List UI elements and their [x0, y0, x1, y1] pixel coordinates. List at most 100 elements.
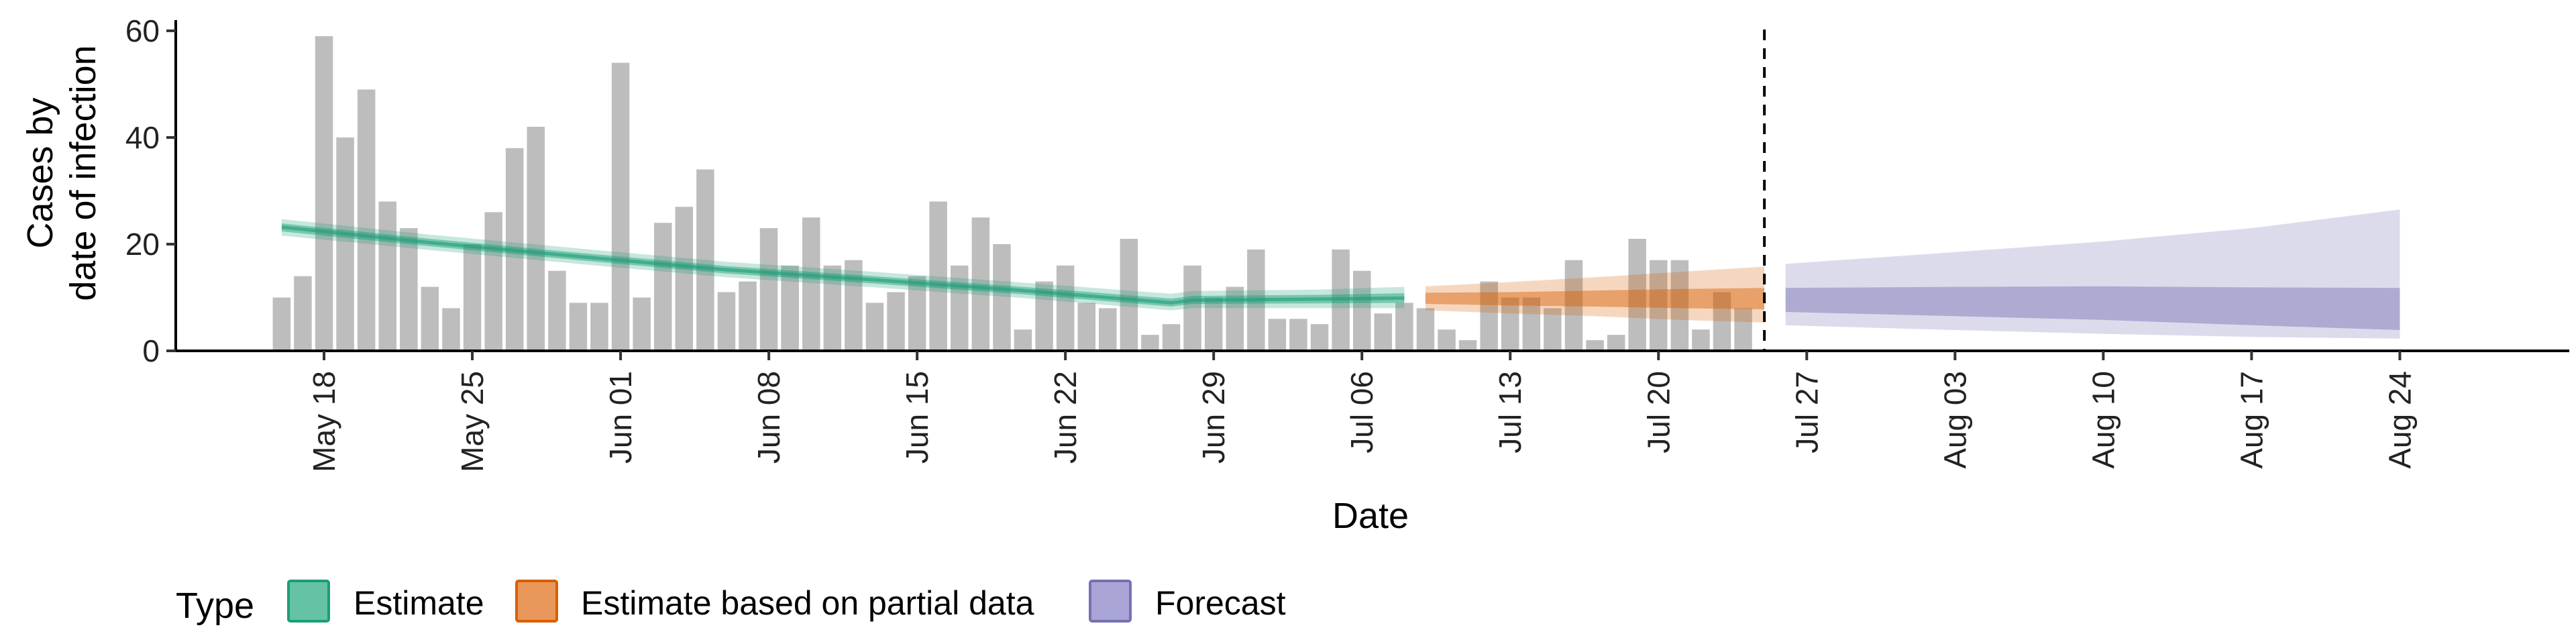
case-bar	[845, 260, 863, 351]
x-tick-label: Jun 22	[1048, 371, 1083, 464]
case-bar	[1395, 303, 1413, 351]
case-bar	[929, 201, 947, 351]
case-bar	[781, 265, 799, 351]
case-bar	[802, 217, 820, 351]
case-bar	[484, 212, 502, 351]
case-bar	[1670, 260, 1689, 351]
case-bar	[569, 303, 588, 351]
case-bar	[675, 207, 693, 351]
axes	[174, 20, 2569, 352]
case-bar	[1268, 319, 1287, 351]
x-tick-label: Jun 15	[900, 371, 934, 464]
x-tick-label: May 18	[307, 371, 341, 472]
case-bar	[654, 223, 672, 351]
case-bar	[1204, 297, 1223, 351]
case-bar	[378, 201, 396, 351]
case-bar	[400, 228, 418, 351]
case-bar	[1564, 260, 1583, 351]
y-tick-label: 60	[125, 13, 160, 48]
case-bar	[590, 303, 608, 351]
case-bar	[696, 169, 714, 351]
legend-key-estimate	[287, 580, 330, 623]
case-bar	[633, 297, 651, 351]
case-bars	[272, 36, 1752, 352]
estimate-ribbons	[281, 209, 2400, 339]
case-bar	[1713, 292, 1731, 351]
x-tick-label: May 25	[455, 371, 490, 472]
case-bar	[717, 292, 736, 351]
legend: Type Estimate Estimate based on partial …	[176, 580, 1286, 626]
x-tick-label: Jun 08	[751, 371, 786, 464]
case-bar	[1586, 340, 1604, 351]
case-bar	[1056, 265, 1075, 351]
case-bar	[1353, 270, 1371, 351]
case-bar	[1289, 319, 1307, 351]
case-bar	[865, 303, 884, 351]
x-tick-label: Jul 13	[1493, 371, 1527, 453]
case-bar	[1162, 324, 1181, 351]
x-tick-label: Jul 20	[1641, 371, 1676, 453]
legend-key-partial	[515, 580, 558, 623]
case-bar	[272, 297, 291, 351]
x-tick-label: Jun 01	[603, 371, 638, 464]
case-bar	[1734, 308, 1752, 351]
case-bar	[887, 292, 905, 351]
case-bar	[759, 228, 778, 351]
case-bar	[1374, 313, 1392, 351]
x-axis-ticks: May 18 May 25 Jun 01 Jun 08 Jun 15 Jun 22 Jun …	[307, 351, 2417, 472]
case-bar	[1310, 324, 1329, 351]
y-tick-label: 40	[125, 120, 160, 155]
case-bar	[421, 286, 439, 351]
forecast-band-50	[1785, 286, 2400, 330]
case-bar	[1099, 308, 1117, 351]
case-bar	[823, 265, 842, 351]
case-bar	[527, 127, 545, 351]
x-tick-label: Jul 27	[1789, 371, 1824, 453]
forecast-band-90	[1785, 209, 2400, 339]
case-bar	[1544, 308, 1562, 351]
case-bar	[1458, 340, 1477, 351]
case-bar	[1014, 329, 1032, 351]
case-bar	[971, 217, 990, 351]
x-tick-label: Aug 03	[1937, 371, 1972, 469]
y-axis-title-line-1: Cases by	[20, 97, 60, 248]
case-bar	[294, 276, 312, 351]
x-tick-label: Aug 24	[2382, 371, 2417, 469]
case-bar	[1183, 265, 1201, 351]
case-bar	[1607, 335, 1625, 351]
estimate-based-on-partial-data-band-50	[1425, 288, 1765, 309]
case-bar	[1692, 329, 1710, 351]
legend-item-estimate: Estimate	[287, 580, 484, 623]
case-bar	[442, 308, 460, 351]
x-tick-label: Aug 17	[2234, 371, 2269, 469]
y-tick-label: 0	[142, 333, 160, 368]
legend-key-forecast	[1089, 580, 1132, 623]
case-bar	[1522, 297, 1541, 351]
estimate-based-on-partial-data-band-90	[1425, 266, 1765, 323]
case-bar	[1120, 239, 1138, 351]
case-bar	[336, 137, 354, 351]
legend-label-forecast: Forecast	[1155, 584, 1286, 622]
case-bar	[951, 265, 969, 351]
case-bar	[1650, 260, 1668, 351]
y-axis-title: Cases by date of infection	[20, 45, 103, 301]
legend-title: Type	[176, 586, 254, 626]
legend-label-estimate: Estimate	[354, 584, 484, 622]
case-bar	[1077, 303, 1095, 351]
case-bar	[1438, 329, 1456, 351]
x-axis-title: Date	[1332, 496, 1409, 536]
case-bar	[1141, 335, 1159, 351]
case-bar	[1416, 308, 1435, 351]
x-tick-label: Jul 06	[1344, 371, 1379, 453]
case-bar	[1501, 297, 1519, 351]
case-bar	[357, 89, 376, 351]
legend-item-forecast: Forecast	[1089, 580, 1286, 623]
case-bar	[739, 281, 757, 351]
case-bar	[1480, 281, 1498, 351]
case-bar	[908, 276, 926, 351]
estimate-median-line	[281, 225, 1405, 305]
y-tick-label: 20	[125, 227, 160, 262]
case-bar	[548, 270, 566, 351]
case-bar	[315, 36, 333, 352]
